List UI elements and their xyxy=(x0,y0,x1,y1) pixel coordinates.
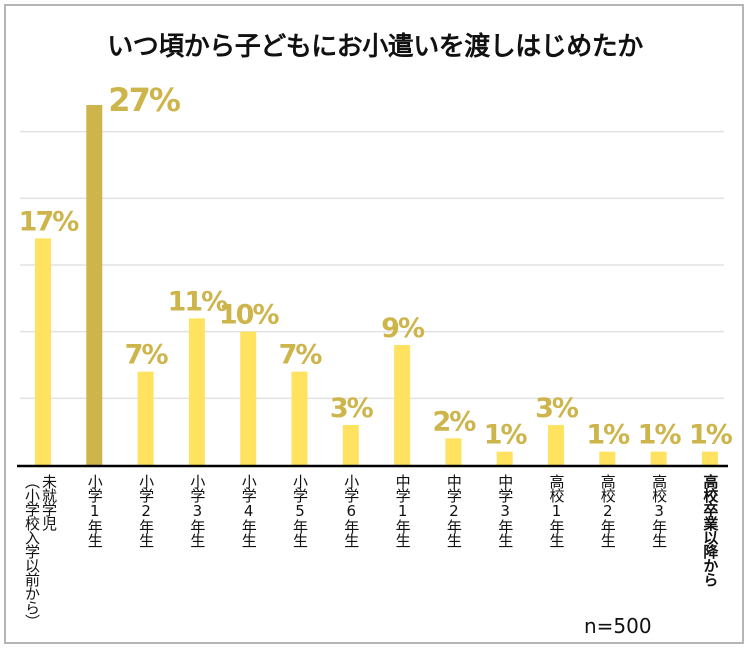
data-label: 9% xyxy=(381,313,425,344)
x-tick-label: 高校3年生 xyxy=(650,474,669,547)
bar xyxy=(35,238,51,465)
bar xyxy=(137,371,154,465)
x-tick-label: 高校1年生 xyxy=(547,474,566,547)
x-tick-label-line: （小学校入学以前から） xyxy=(23,474,41,628)
bar xyxy=(599,451,616,465)
x-tick-label: 中学1年生 xyxy=(393,474,412,547)
x-tick-label-line: 小学3年生 xyxy=(188,474,207,547)
chart-title: いつ頃から子どもにお小遣いを渡しはじめたか xyxy=(107,32,643,62)
data-label: 1% xyxy=(484,420,528,451)
bar xyxy=(240,331,257,465)
bar xyxy=(701,451,718,465)
chart-frame xyxy=(4,4,744,644)
x-tick-label-line: 高校3年生 xyxy=(650,474,669,547)
x-tick-label-line: 小学6年生 xyxy=(342,474,361,547)
x-tick-label-line: 小学4年生 xyxy=(239,474,258,547)
data-label: 1% xyxy=(638,420,682,451)
x-tick-label-line: 未就学児 xyxy=(40,474,58,530)
data-label: 3% xyxy=(330,393,374,424)
x-tick-label: 小学5年生 xyxy=(291,474,309,547)
x-tick-label: 高校2年生 xyxy=(598,474,617,547)
bar xyxy=(548,425,564,465)
bar xyxy=(650,451,667,465)
data-label: 3% xyxy=(535,393,579,424)
bar xyxy=(291,371,308,465)
data-label: 1% xyxy=(586,420,630,451)
bar xyxy=(496,451,513,465)
x-tick-label-line: 中学1年生 xyxy=(393,474,412,547)
x-tick-label-line: 高校1年生 xyxy=(547,474,566,547)
x-tick-label-line: 高校2年生 xyxy=(598,474,617,547)
x-tick-label: 小学4年生 xyxy=(239,474,258,547)
x-tick-label: 高校卒業以降から xyxy=(701,474,720,586)
x-tick-label-line: 中学2年生 xyxy=(444,474,463,547)
x-tick-label-line: 小学5年生 xyxy=(291,474,309,547)
x-tick-label-line: 小学1年生 xyxy=(85,474,104,547)
data-label: 27% xyxy=(108,81,181,119)
x-tick-label: 小学1年生 xyxy=(85,474,104,547)
bar xyxy=(394,345,411,465)
bar xyxy=(445,438,462,465)
x-tick-label: 中学3年生 xyxy=(496,474,515,547)
x-tick-label: 小学3年生 xyxy=(188,474,207,547)
x-tick-label-line: 高校卒業以降から xyxy=(701,474,720,586)
x-tick-label-line: 小学2年生 xyxy=(137,474,156,547)
data-label: 10% xyxy=(219,300,280,331)
data-label: 7% xyxy=(125,340,169,371)
bar xyxy=(342,425,359,465)
x-tick-label: 未就学児 （小学校入学以前から） xyxy=(23,474,58,628)
x-tick-label: 小学6年生 xyxy=(342,474,361,547)
data-label: 7% xyxy=(279,340,323,371)
x-tick-label: 中学2年生 xyxy=(444,474,463,547)
bar xyxy=(86,105,103,465)
data-label: 2% xyxy=(432,406,476,437)
x-tick-label: 小学2年生 xyxy=(137,474,156,547)
sample-size-note: n=500 xyxy=(584,614,652,638)
data-label: 17% xyxy=(19,206,80,237)
x-tick-label-line: 中学3年生 xyxy=(496,474,515,547)
data-label: 11% xyxy=(168,286,229,317)
bar xyxy=(188,318,205,465)
data-label: 1% xyxy=(689,420,733,451)
